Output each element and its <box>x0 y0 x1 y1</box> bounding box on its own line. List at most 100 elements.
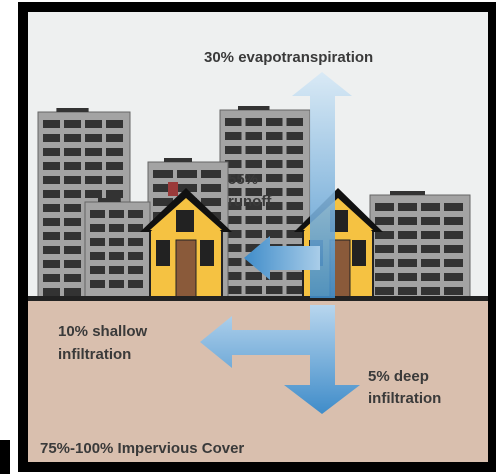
label: runoff <box>228 193 272 210</box>
window <box>201 198 221 206</box>
window <box>398 203 417 211</box>
window <box>90 210 105 218</box>
window <box>398 287 417 295</box>
window <box>64 260 81 268</box>
label: infiltration <box>368 390 441 407</box>
roof-detail <box>164 158 192 162</box>
window <box>43 274 60 282</box>
window <box>246 118 263 126</box>
window <box>201 170 221 178</box>
window <box>64 232 81 240</box>
label: 75%-100% Impervious Cover <box>40 440 244 457</box>
window <box>225 118 242 126</box>
window <box>106 190 123 198</box>
window <box>287 202 304 210</box>
window <box>287 160 304 168</box>
window <box>109 280 124 288</box>
window <box>421 203 440 211</box>
label: 55% <box>228 171 258 188</box>
window <box>398 231 417 239</box>
window <box>287 132 304 140</box>
window <box>85 148 102 156</box>
window <box>43 148 60 156</box>
window <box>266 132 283 140</box>
window <box>246 146 263 154</box>
window <box>43 162 60 170</box>
window <box>421 245 440 253</box>
window <box>43 260 60 268</box>
window <box>398 245 417 253</box>
label: 10% shallow <box>58 323 148 340</box>
corner-mark <box>0 440 10 474</box>
window <box>43 190 60 198</box>
window <box>246 132 263 140</box>
window <box>85 134 102 142</box>
window <box>90 280 105 288</box>
window <box>266 174 283 182</box>
label: 5% deep <box>368 368 429 385</box>
window <box>375 273 394 281</box>
window <box>287 272 304 280</box>
window <box>287 174 304 182</box>
window <box>43 218 60 226</box>
window <box>109 224 124 232</box>
window <box>64 120 81 128</box>
window <box>375 203 394 211</box>
window <box>64 274 81 282</box>
window <box>128 210 143 218</box>
window <box>287 286 304 294</box>
window <box>246 286 263 294</box>
window <box>375 217 394 225</box>
roof-detail <box>98 198 121 202</box>
window <box>64 148 81 156</box>
window <box>421 273 440 281</box>
window <box>106 134 123 142</box>
window <box>128 266 143 274</box>
window <box>64 190 81 198</box>
window <box>43 246 60 254</box>
window <box>64 162 81 170</box>
window <box>266 230 283 238</box>
window <box>43 176 60 184</box>
window <box>444 287 463 295</box>
window <box>375 259 394 267</box>
window <box>375 245 394 253</box>
window <box>85 162 102 170</box>
window <box>287 146 304 154</box>
window <box>64 288 81 296</box>
window <box>444 245 463 253</box>
window <box>109 238 124 246</box>
roof-detail <box>390 191 425 195</box>
window <box>43 134 60 142</box>
window <box>109 210 124 218</box>
window <box>43 288 60 296</box>
window <box>421 259 440 267</box>
label: infiltration <box>58 346 131 363</box>
window <box>90 238 105 246</box>
window <box>90 252 105 260</box>
window <box>106 148 123 156</box>
window <box>398 273 417 281</box>
window <box>201 184 221 192</box>
window <box>85 176 102 184</box>
window <box>246 216 263 224</box>
window <box>43 204 60 212</box>
window <box>64 176 81 184</box>
window <box>128 252 143 260</box>
window <box>128 238 143 246</box>
window <box>90 224 105 232</box>
window <box>43 120 60 128</box>
window <box>444 217 463 225</box>
window <box>421 231 440 239</box>
window <box>246 272 263 280</box>
window <box>177 170 197 178</box>
window <box>266 146 283 154</box>
diagram: 30% evapotranspiration 55% runoff 10% sh… <box>0 0 498 474</box>
window <box>444 203 463 211</box>
window <box>287 118 304 126</box>
roof-detail <box>238 106 270 110</box>
window <box>375 287 394 295</box>
window <box>225 132 242 140</box>
ground-line <box>28 296 488 301</box>
window <box>64 246 81 254</box>
